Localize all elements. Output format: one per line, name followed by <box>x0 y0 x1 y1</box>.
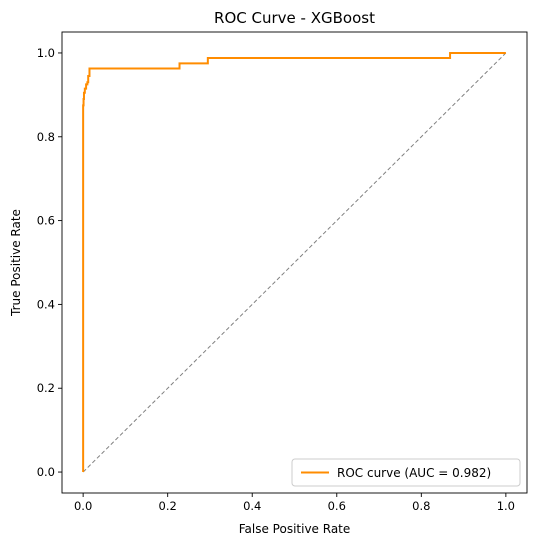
y-tick-label: 0.0 <box>37 465 55 479</box>
chance-diagonal-line <box>82 52 507 473</box>
x-tick-label: 0.6 <box>328 499 346 513</box>
y-tick-label: 0.2 <box>37 381 55 395</box>
legend-box <box>291 458 521 487</box>
x-tick-label: 0.8 <box>412 499 430 513</box>
x-tick-label: 0.0 <box>74 499 92 513</box>
y-tick-label: 0.6 <box>37 214 55 228</box>
y-tick-label: 1.0 <box>37 46 55 60</box>
chart-title: ROC Curve - XGBoost <box>214 9 375 27</box>
x-tick-label: 0.2 <box>159 499 177 513</box>
plot-layer: 0.0 0.2 0.4 0.6 0.8 1.0 0.0 0.2 0.4 0.6 0.8 1.0 ROC … <box>37 31 528 513</box>
x-tick-label: 0.4 <box>243 499 261 513</box>
y-axis-label: True Positive Rate <box>9 209 23 317</box>
y-tick-label: 0.8 <box>37 130 55 144</box>
roc-curve-line <box>82 51 506 473</box>
x-axis-label: False Positive Rate <box>239 522 351 536</box>
x-tick-label: 1.0 <box>497 499 515 513</box>
legend-label: ROC curve (AUC = 0.982) <box>337 466 491 480</box>
y-tick-label: 0.4 <box>37 297 55 311</box>
plot-frame <box>61 31 528 494</box>
